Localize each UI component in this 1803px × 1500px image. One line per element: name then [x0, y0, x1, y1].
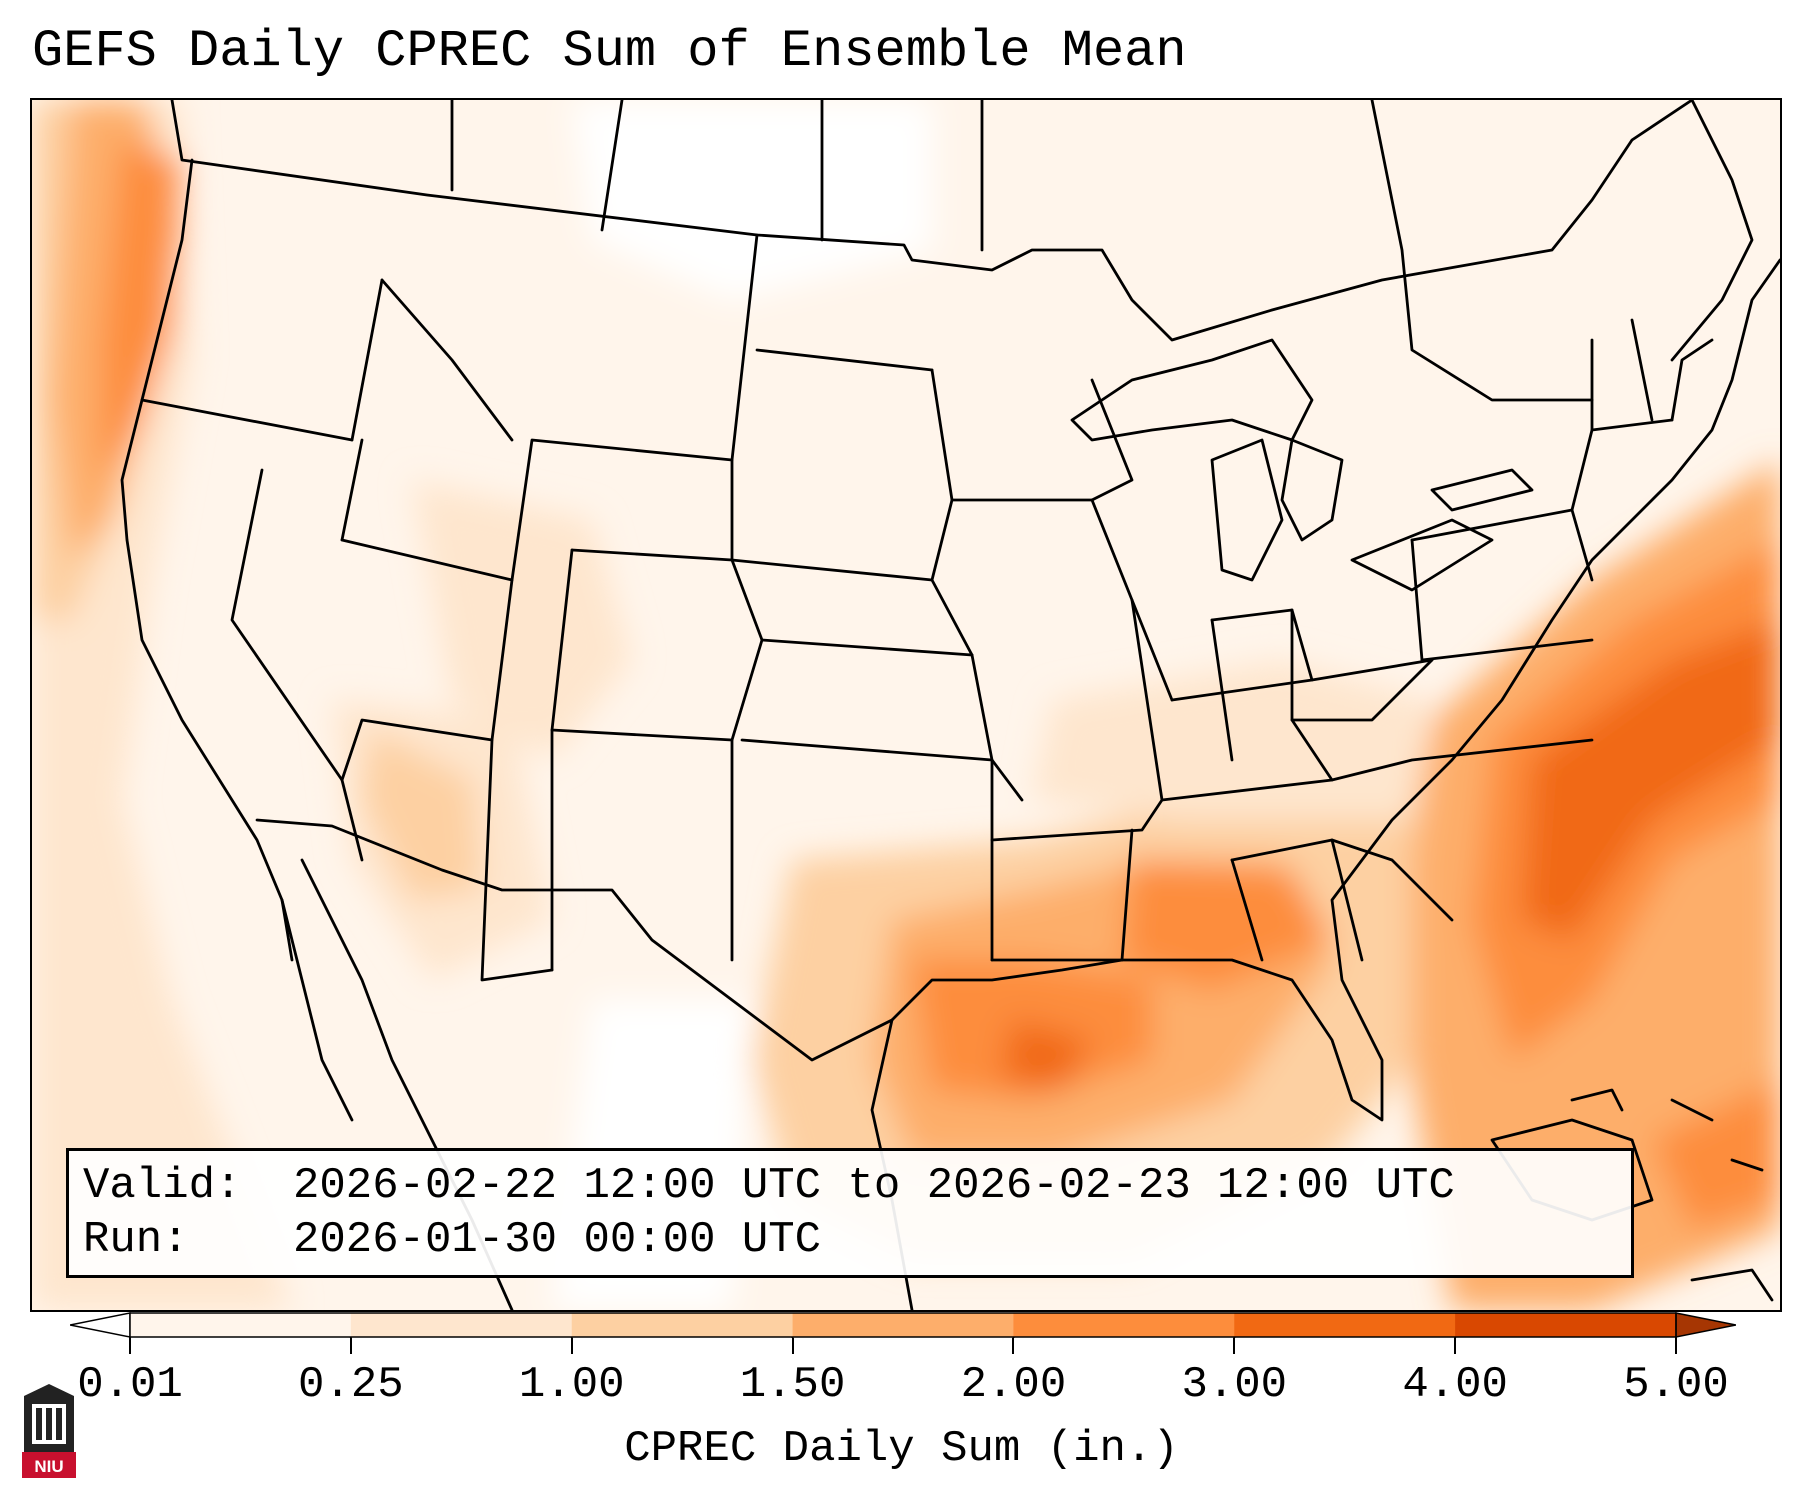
colorbar-tick-label: 1.00	[518, 1360, 625, 1410]
colorbar-segment	[571, 1313, 794, 1337]
colorbar-segment	[130, 1313, 352, 1337]
colorbar	[70, 1312, 1736, 1338]
map-title: GEFS Daily CPREC Sum of Ensemble Mean	[32, 22, 1187, 81]
colorbar-tick-mark	[570, 1338, 573, 1354]
colorbar-tick-mark	[1012, 1338, 1015, 1354]
valid-label: Valid:	[83, 1161, 242, 1211]
colorbar-tick-label: 4.00	[1402, 1360, 1508, 1410]
colorbar-segment	[1455, 1313, 1677, 1337]
niu-logo: NIU	[22, 1384, 76, 1478]
precip-shading	[32, 100, 1780, 1310]
colorbar-tick-label: 3.00	[1181, 1360, 1288, 1410]
colorbar-tick-label: 5.00	[1623, 1360, 1729, 1410]
validity-info-box: Valid: 2026-02-22 12:00 UTC to 2026-02-23…	[66, 1148, 1634, 1278]
run-line: Run: 2026-01-30 00:00 UTC	[83, 1213, 1617, 1267]
colorbar-label: CPREC Daily Sum (in.)	[624, 1424, 1179, 1474]
colorbar-tick-label: 0.01	[77, 1360, 183, 1410]
colorbar-tick-mark	[1454, 1338, 1457, 1354]
colorbar-tick-labels: 0.01 0.25 1.00 1.50 2.00 3.00 4.00 5.00	[0, 1338, 1803, 1410]
run-label: Run:	[83, 1215, 189, 1265]
colorbar-over-arrow	[1675, 1312, 1736, 1338]
colorbar-frame	[129, 1312, 1677, 1338]
valid-line: Valid: 2026-02-22 12:00 UTC to 2026-02-23…	[83, 1159, 1617, 1213]
colorbar-tick-mark	[129, 1338, 131, 1354]
colorbar-tick-mark	[791, 1338, 794, 1354]
valid-value: 2026-02-22 12:00 UTC to 2026-02-23 12:00…	[293, 1161, 1455, 1211]
colorbar-tick-label: 1.50	[739, 1360, 846, 1410]
precipitation-map	[32, 100, 1780, 1310]
colorbar-under-arrow	[70, 1312, 131, 1338]
map-panel	[30, 98, 1782, 1312]
colorbar-segment	[1234, 1313, 1456, 1337]
colorbar-tick-mark	[1233, 1338, 1236, 1354]
colorbar-tick-mark	[1675, 1338, 1677, 1354]
colorbar-segment	[792, 1313, 1014, 1337]
svg-text:NIU: NIU	[34, 1457, 63, 1476]
colorbar-segment	[350, 1313, 573, 1337]
colorbar-tick-label: 2.00	[960, 1360, 1067, 1410]
run-value: 2026-01-30 00:00 UTC	[293, 1215, 822, 1265]
boundary-lines	[120, 100, 1780, 1310]
colorbar-tick-label: 0.25	[298, 1360, 404, 1410]
colorbar-segment	[1013, 1313, 1235, 1337]
colorbar-tick-mark	[349, 1338, 352, 1354]
